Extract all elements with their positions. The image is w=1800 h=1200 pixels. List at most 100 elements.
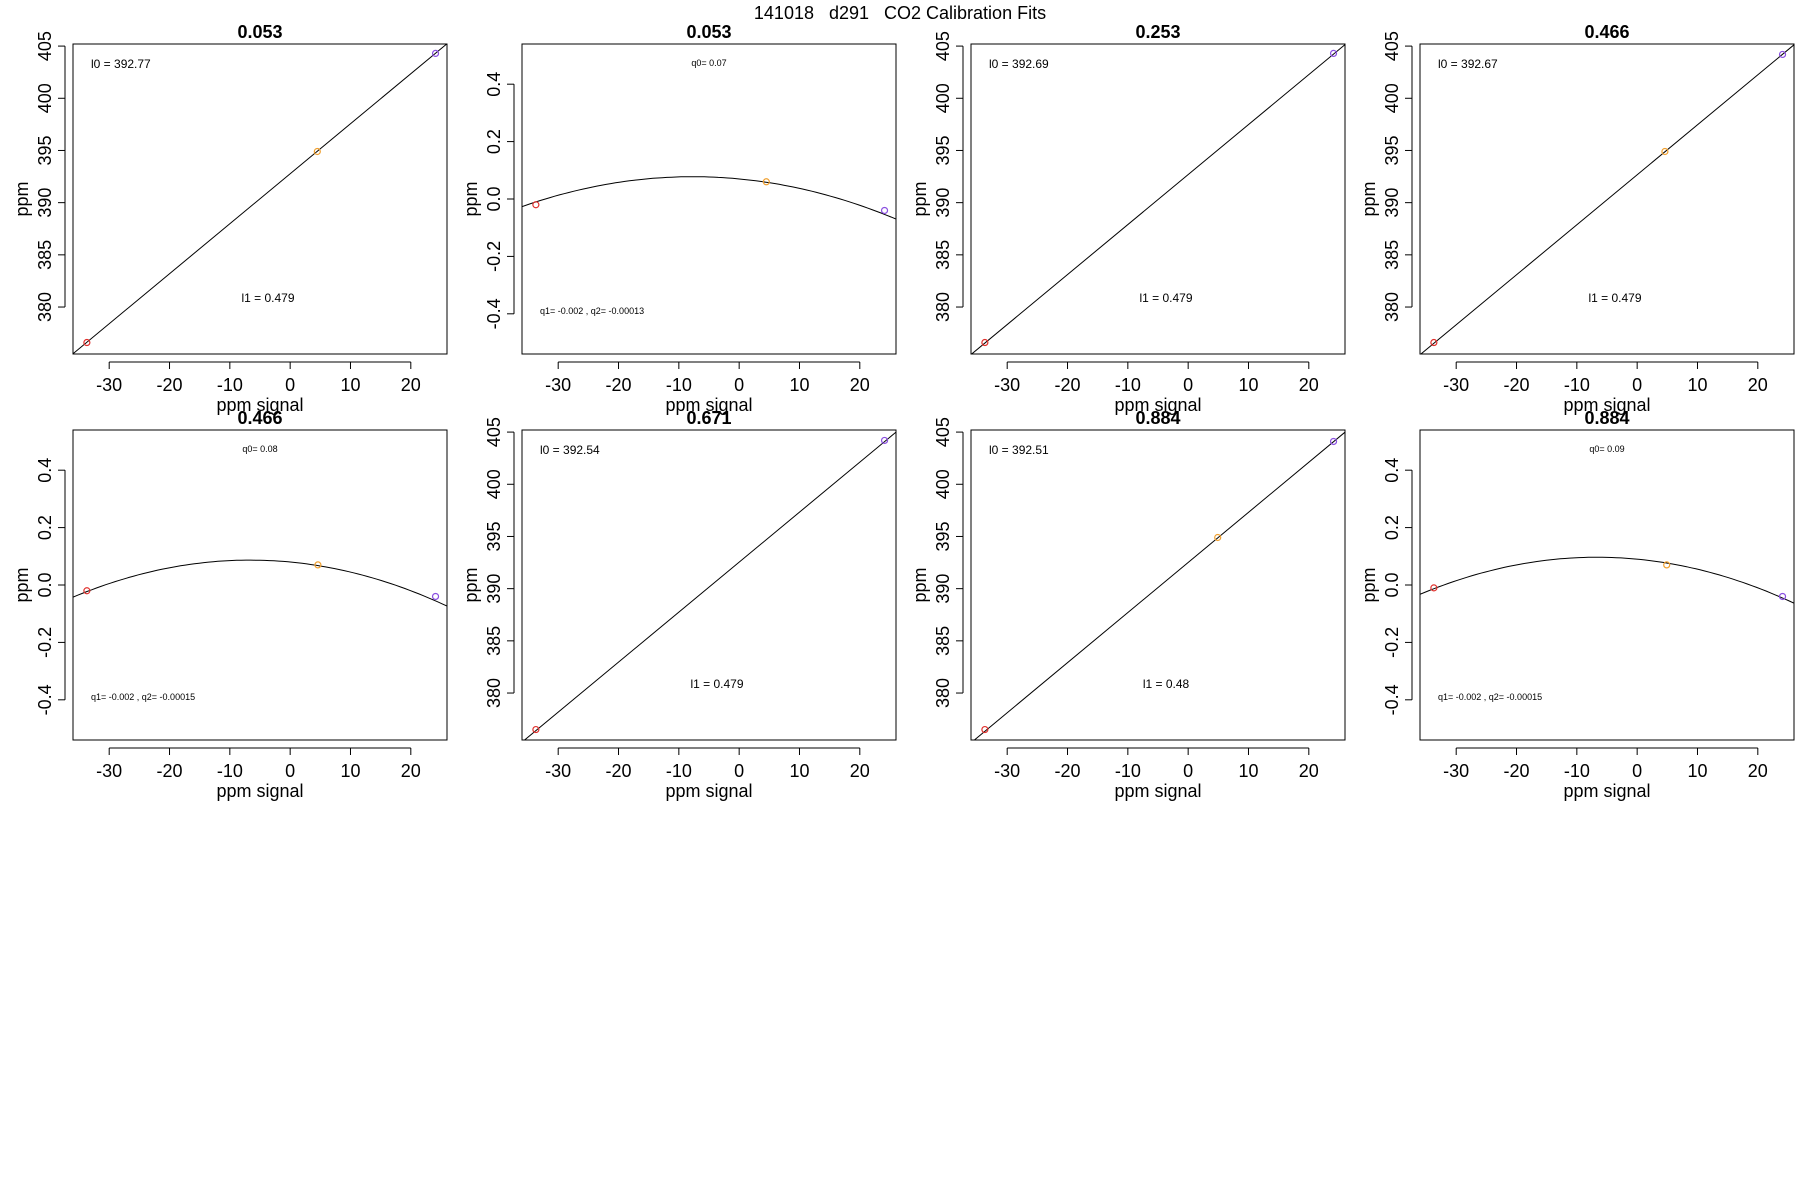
x-tick-label: 0: [734, 375, 744, 395]
data-point: [981, 338, 989, 347]
x-tick-label: -30: [1443, 375, 1469, 395]
plot-frame: [72, 429, 448, 741]
y-axis-label: ppm: [910, 181, 930, 216]
annotation-label: q0= 0.09: [1589, 444, 1624, 454]
chart-panel-8: 0.884 -30 -20 -10 0 10 20 ppm signal -0.4 -0.2 0.0…: [1359, 408, 1795, 801]
y-tick-label: 0.2: [484, 129, 504, 154]
fit-line: [1420, 44, 1794, 354]
x-tick-label: 20: [850, 375, 870, 395]
y-axis-label: ppm: [461, 181, 481, 216]
x-tick-label: 0: [1183, 375, 1193, 395]
x-tick-label: -10: [1115, 761, 1141, 781]
chart-panel-7: 0.884 -30 -20 -10 0 10 20 ppm signal 380 385 390 39…: [910, 408, 1346, 801]
y-tick-label: -0.2: [1382, 627, 1402, 658]
data-point: [1430, 584, 1438, 592]
y-axis-label: ppm: [12, 181, 32, 216]
data-point: [532, 725, 540, 734]
annotation-label: l0 = 392.54: [540, 443, 600, 457]
y-tick-label: 380: [933, 678, 953, 708]
annotation-label: q0= 0.07: [691, 58, 726, 68]
x-tick-label: 20: [1748, 375, 1768, 395]
fit-line: [971, 44, 1345, 354]
x-axis-label: ppm signal: [1563, 395, 1650, 415]
data-point: [431, 49, 440, 57]
y-tick-label: 0.0: [1382, 572, 1402, 597]
x-tick-label: 20: [1748, 761, 1768, 781]
chart-panel-1: 0.053 -30 -20 -10 0 10 20 ppm signal 380 385 390 39…: [12, 22, 448, 415]
x-tick-label: 0: [1632, 375, 1642, 395]
x-tick-label: -30: [545, 761, 571, 781]
y-tick-label: 405: [933, 417, 953, 447]
x-tick-label: 0: [734, 761, 744, 781]
x-axis-label: ppm signal: [1563, 781, 1650, 801]
x-tick-label: 20: [1299, 761, 1319, 781]
fit-line: [73, 559, 447, 607]
y-tick-label: 380: [484, 678, 504, 708]
chart-panel-6: 0.671 -30 -20 -10 0 10 20 ppm signal 380 385 390 39…: [461, 408, 897, 801]
x-tick-label: -20: [1055, 375, 1081, 395]
chart-panel-4: 0.466 -30 -20 -10 0 10 20 ppm signal 380 385 390 39…: [1359, 22, 1795, 415]
plot-frame: [72, 43, 448, 355]
data-point: [1214, 533, 1222, 542]
y-tick-label: 390: [933, 574, 953, 604]
x-axis-label: ppm signal: [216, 395, 303, 415]
y-tick-label: 395: [484, 521, 504, 551]
annotation-label: l1 = 0.479: [1588, 291, 1641, 305]
annotation-label: l1 = 0.479: [1139, 291, 1192, 305]
x-tick-label: -20: [606, 375, 632, 395]
x-tick-label: -10: [1564, 761, 1590, 781]
data-point: [1778, 50, 1787, 59]
fit-line: [73, 44, 447, 354]
panel-title: 0.466: [237, 408, 282, 428]
x-tick-label: 20: [401, 761, 421, 781]
x-tick-label: -20: [606, 761, 632, 781]
data-point: [981, 725, 989, 734]
y-axis-label: ppm: [910, 567, 930, 602]
annotation-label: l1 = 0.479: [241, 291, 294, 305]
y-tick-label: 400: [35, 83, 55, 113]
x-tick-label: 0: [1183, 761, 1193, 781]
x-tick-label: 10: [1687, 761, 1707, 781]
y-tick-label: 385: [1382, 240, 1402, 270]
y-tick-label: 395: [933, 521, 953, 551]
x-tick-label: -10: [666, 761, 692, 781]
panel-title: 0.466: [1584, 22, 1629, 42]
y-tick-label: 0.0: [35, 572, 55, 597]
y-tick-label: 385: [484, 626, 504, 656]
y-axis-label: ppm: [461, 567, 481, 602]
data-point: [762, 178, 770, 186]
y-tick-label: 395: [35, 135, 55, 165]
x-tick-label: -30: [994, 761, 1020, 781]
y-tick-label: 390: [1382, 188, 1402, 218]
x-tick-label: -20: [1504, 761, 1530, 781]
fit-line: [522, 176, 896, 220]
x-axis-label: ppm signal: [216, 781, 303, 801]
x-tick-label: 0: [285, 375, 295, 395]
panel-title: 0.253: [1135, 22, 1180, 42]
y-tick-label: 385: [35, 240, 55, 270]
y-tick-label: 380: [1382, 292, 1402, 322]
x-tick-label: 10: [340, 761, 360, 781]
annotation-label: l0 = 392.67: [1438, 57, 1498, 71]
y-axis-label: ppm: [12, 567, 32, 602]
panel-title: 0.053: [237, 22, 282, 42]
y-tick-label: 395: [1382, 135, 1402, 165]
annotation-label: q1= -0.002 , q2= -0.00015: [1438, 692, 1542, 702]
plot-frame: [521, 429, 897, 741]
y-tick-label: 0.4: [35, 458, 55, 483]
y-axis-label: ppm: [1359, 567, 1379, 602]
plot-frame: [970, 43, 1346, 355]
x-axis-label: ppm signal: [1114, 395, 1201, 415]
y-tick-label: 400: [1382, 83, 1402, 113]
annotation-label: l0 = 392.69: [989, 57, 1049, 71]
data-point: [1661, 147, 1669, 156]
fit-line: [1420, 556, 1794, 604]
data-point: [1430, 338, 1438, 347]
data-point: [83, 587, 91, 595]
chart-panel-2: 0.053 -30 -20 -10 0 10 20 ppm signal -0.4 -0.2 0.0…: [461, 22, 897, 415]
x-tick-label: 20: [1299, 375, 1319, 395]
y-tick-label: -0.4: [484, 298, 504, 329]
y-tick-label: 390: [933, 188, 953, 218]
plot-frame: [1419, 429, 1795, 741]
x-tick-label: -20: [1504, 375, 1530, 395]
